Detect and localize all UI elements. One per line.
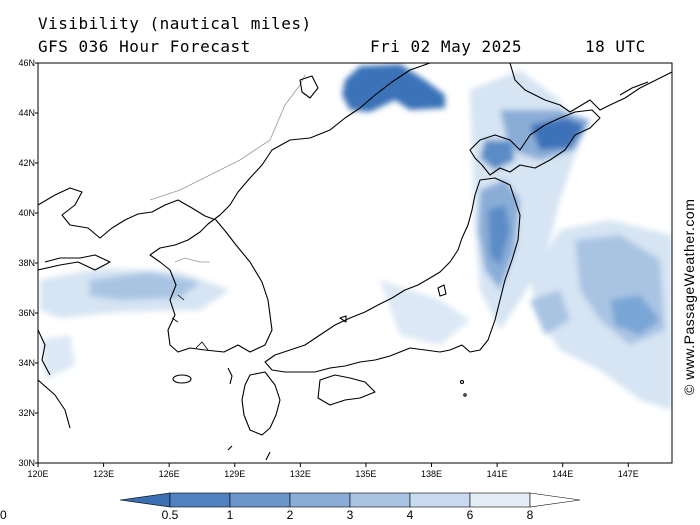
korea-islands bbox=[171, 294, 209, 351]
lat-tick-label: 44N bbox=[18, 108, 35, 118]
lat-tick-label: 32N bbox=[18, 408, 35, 418]
legend-color-box bbox=[119, 492, 171, 508]
credit-text: © www.PassageWeather.com bbox=[681, 199, 697, 395]
coastlines bbox=[38, 63, 672, 461]
lat-tick-label: 40N bbox=[18, 208, 35, 218]
legend-color-box bbox=[529, 492, 581, 508]
axis-tick-labels: 120E 123E 126E 129E 132E 135E 138E 141E 144E 147E… bbox=[18, 58, 638, 479]
lat-tick-label: 36N bbox=[18, 308, 35, 318]
forecast-time: 18 UTC bbox=[585, 37, 646, 56]
lat-tick-label: 38N bbox=[18, 258, 35, 268]
legend-label: 6 bbox=[467, 508, 474, 522]
legend-color-box bbox=[169, 492, 231, 508]
low-visibility-shading bbox=[40, 64, 672, 410]
legend-color-box bbox=[469, 492, 531, 508]
forecast-date: Fri 02 May 2025 bbox=[370, 37, 522, 56]
political-borders bbox=[149, 74, 306, 263]
legend-color-box bbox=[289, 492, 351, 508]
legend-label: 2 bbox=[287, 508, 294, 522]
lon-tick-label: 126E bbox=[159, 469, 180, 479]
legend-color-box bbox=[229, 492, 291, 508]
lat-tick-label: 46N bbox=[18, 58, 35, 68]
legend-label: 10 bbox=[0, 508, 7, 522]
lon-tick-label: 138E bbox=[421, 469, 442, 479]
visibility-legend: 0.5 1 2 3 4 6 8 10 bbox=[0, 492, 581, 522]
map-area bbox=[38, 63, 672, 461]
legend-label: 8 bbox=[527, 508, 534, 522]
lon-tick-label: 123E bbox=[93, 469, 114, 479]
lon-tick-label: 132E bbox=[290, 469, 311, 479]
lat-tick-label: 30N bbox=[18, 458, 35, 468]
lon-tick-label: 147E bbox=[618, 469, 639, 479]
lon-tick-label: 129E bbox=[224, 469, 245, 479]
legend-label: 4 bbox=[407, 508, 414, 522]
lat-tick-label: 34N bbox=[18, 358, 35, 368]
lon-tick-label: 141E bbox=[487, 469, 508, 479]
legend-label: 3 bbox=[347, 508, 354, 522]
legend-label: 0.5 bbox=[162, 508, 179, 522]
lon-tick-label: 120E bbox=[27, 469, 48, 479]
legend-color-box bbox=[349, 492, 411, 508]
lon-tick-label: 135E bbox=[355, 469, 376, 479]
map-title: Visibility (nautical miles) bbox=[38, 14, 312, 33]
lat-tick-label: 42N bbox=[18, 158, 35, 168]
axis-ticks bbox=[35, 62, 629, 467]
forecast-subtitle: GFS 036 Hour Forecast bbox=[38, 37, 251, 56]
legend-label: 1 bbox=[227, 508, 234, 522]
lon-tick-label: 144E bbox=[552, 469, 573, 479]
legend-color-box bbox=[409, 492, 471, 508]
